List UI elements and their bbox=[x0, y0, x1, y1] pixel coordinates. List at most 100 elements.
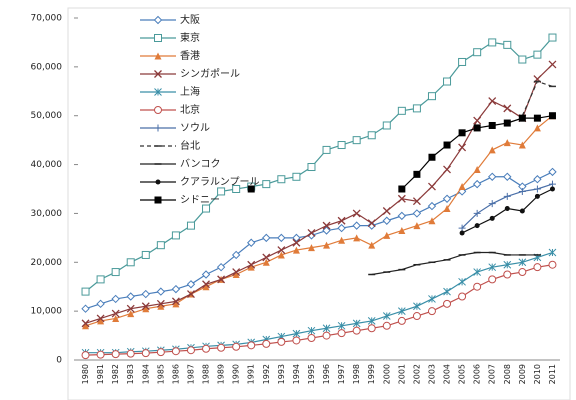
marker bbox=[156, 241, 165, 250]
marker bbox=[382, 121, 391, 130]
marker bbox=[398, 185, 406, 193]
marker bbox=[127, 310, 135, 318]
marker bbox=[337, 321, 346, 330]
marker bbox=[503, 40, 512, 49]
marker bbox=[412, 197, 421, 206]
marker bbox=[126, 304, 135, 313]
marker bbox=[262, 233, 271, 243]
marker bbox=[353, 234, 361, 242]
legend-label: シドニー bbox=[180, 195, 220, 206]
x-tick-label: 2003 bbox=[427, 364, 436, 384]
x-tick-label: 2000 bbox=[382, 364, 391, 384]
marker bbox=[232, 268, 241, 277]
y-tick-label: 20,000 bbox=[31, 258, 63, 268]
marker bbox=[292, 238, 301, 247]
marker bbox=[111, 309, 120, 318]
marker bbox=[186, 346, 195, 355]
plot-frame bbox=[67, 7, 571, 400]
marker bbox=[473, 282, 482, 291]
marker bbox=[428, 295, 436, 303]
marker bbox=[443, 287, 451, 296]
marker bbox=[217, 275, 226, 284]
y-tick-label: 0 bbox=[56, 356, 62, 366]
marker bbox=[187, 290, 195, 299]
marker bbox=[503, 172, 512, 181]
marker bbox=[201, 270, 211, 279]
marker bbox=[171, 347, 180, 356]
legend-label: 東京 bbox=[180, 31, 200, 44]
marker bbox=[459, 230, 465, 236]
marker bbox=[488, 275, 497, 284]
marker bbox=[322, 145, 331, 154]
marker bbox=[217, 343, 226, 352]
legend-label: 香港 bbox=[180, 50, 200, 62]
marker bbox=[548, 60, 557, 69]
x-tick-label: 1999 bbox=[367, 364, 376, 384]
marker bbox=[277, 233, 286, 243]
x-tick-label: 2002 bbox=[412, 364, 421, 384]
marker bbox=[126, 258, 135, 267]
marker bbox=[81, 304, 90, 313]
x-tick-label: 1992 bbox=[262, 364, 271, 384]
marker bbox=[96, 350, 105, 359]
marker bbox=[503, 104, 512, 113]
legend-label: 台北 bbox=[180, 139, 200, 152]
marker bbox=[141, 289, 150, 299]
marker bbox=[171, 231, 180, 240]
marker bbox=[488, 172, 497, 181]
legend-marker bbox=[154, 196, 162, 204]
marker bbox=[307, 163, 316, 172]
x-tick-label: 1981 bbox=[96, 364, 105, 384]
marker bbox=[413, 170, 421, 178]
legend-label: シンガポール bbox=[180, 68, 240, 80]
marker bbox=[337, 223, 346, 233]
marker bbox=[503, 139, 511, 147]
marker bbox=[352, 136, 361, 145]
marker bbox=[81, 287, 90, 296]
marker bbox=[352, 326, 361, 335]
x-tick-label: 1985 bbox=[156, 364, 165, 384]
marker bbox=[337, 216, 346, 225]
marker bbox=[157, 302, 165, 310]
x-tick-label: 1989 bbox=[217, 364, 226, 384]
marker bbox=[142, 305, 150, 313]
marker bbox=[337, 141, 346, 150]
marker bbox=[352, 209, 361, 218]
marker bbox=[458, 183, 466, 191]
legend-marker bbox=[154, 106, 162, 114]
series-line bbox=[85, 115, 553, 327]
marker bbox=[397, 307, 406, 315]
marker bbox=[111, 268, 120, 277]
marker bbox=[458, 129, 466, 137]
marker bbox=[382, 207, 391, 215]
marker bbox=[474, 223, 480, 229]
series-line bbox=[521, 80, 553, 116]
marker bbox=[367, 324, 376, 333]
marker bbox=[489, 215, 495, 221]
marker bbox=[322, 226, 331, 235]
marker bbox=[111, 350, 120, 359]
marker bbox=[307, 229, 316, 237]
marker bbox=[473, 48, 482, 57]
marker bbox=[533, 175, 542, 184]
marker bbox=[216, 262, 226, 272]
x-tick-label: 1996 bbox=[322, 364, 331, 384]
marker bbox=[262, 180, 271, 189]
marker bbox=[172, 300, 180, 308]
marker bbox=[338, 236, 346, 244]
legend-label: 北京 bbox=[180, 103, 200, 116]
marker bbox=[443, 165, 451, 174]
marker bbox=[427, 92, 436, 101]
marker bbox=[322, 331, 331, 340]
marker bbox=[292, 329, 301, 338]
marker bbox=[171, 297, 180, 306]
marker bbox=[443, 299, 452, 308]
marker bbox=[518, 258, 527, 267]
marker bbox=[277, 175, 286, 184]
marker bbox=[519, 208, 525, 214]
marker bbox=[141, 250, 150, 259]
marker bbox=[382, 321, 391, 330]
marker bbox=[503, 270, 512, 279]
marker bbox=[397, 106, 406, 115]
marker bbox=[217, 187, 226, 196]
